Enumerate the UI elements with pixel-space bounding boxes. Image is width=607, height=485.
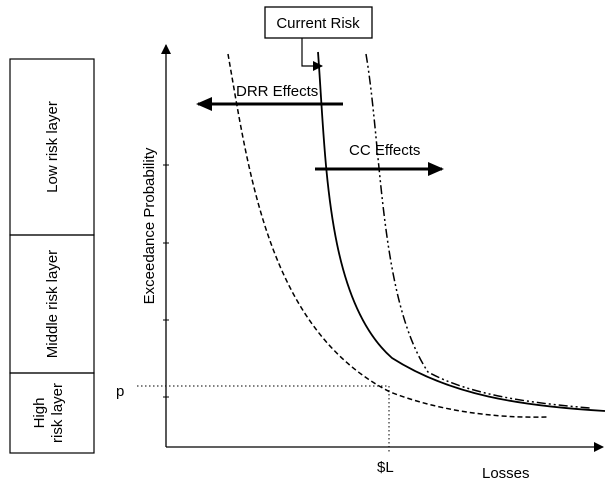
y-axis-label: Exceedance Probability — [141, 147, 158, 304]
cc-curve — [365, 53, 591, 409]
reference-lines: p $L — [116, 383, 394, 476]
current-risk-curve — [317, 51, 606, 412]
risk-layers-column: Low risk layer Middle risk layer High ri… — [9, 58, 95, 454]
loss-label: $L — [377, 459, 394, 476]
middle-risk-layer-label: Middle risk layer — [44, 250, 61, 358]
high-risk-layer-box — [9, 372, 95, 454]
drr-curve — [227, 53, 549, 418]
effect-arrows: DRR Effects CC Effects — [196, 83, 444, 176]
high-risk-layer-label-line1: High — [31, 398, 48, 429]
current-risk-callout: Current Risk — [264, 6, 373, 71]
current-risk-box — [264, 6, 373, 39]
axes: Exceedance Probability Losses — [141, 44, 604, 482]
curves — [227, 51, 606, 418]
low-risk-layer-label: Low risk layer — [44, 101, 61, 193]
x-axis-label: Losses — [482, 465, 530, 482]
high-risk-layer-label-line2: risk layer — [49, 383, 66, 443]
current-risk-pointer — [301, 38, 323, 71]
drr-effects-label: DRR Effects — [236, 83, 318, 100]
p-label: p — [116, 383, 124, 400]
cc-effects-label: CC Effects — [349, 142, 420, 159]
current-risk-label: Current Risk — [276, 15, 360, 32]
